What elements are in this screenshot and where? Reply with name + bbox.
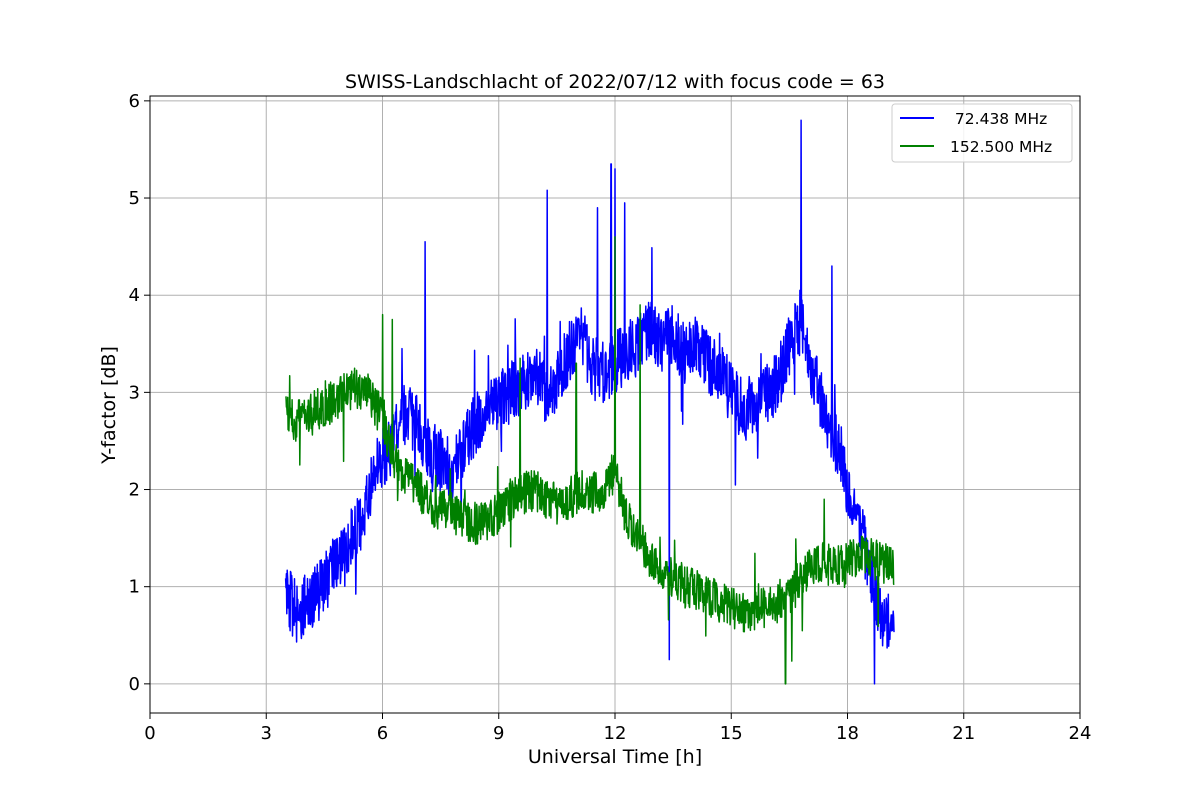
y-axis-label: Y-factor [dB] [98,346,120,465]
x-tick-label: 12 [604,723,627,744]
legend-label-72mhz: 72.438 MHz [950,110,1047,128]
x-tick-label: 6 [377,723,388,744]
y-tick-label: 2 [129,480,140,501]
chart-title: SWISS-Landschlacht of 2022/07/12 with fo… [345,71,885,93]
y-tick-label: 6 [129,91,140,112]
x-tick-label: 24 [1069,723,1092,744]
y-tick-label: 3 [129,382,140,403]
legend-label-152mhz: 152.500 MHz [950,138,1052,156]
legend: 72.438 MHz 152.500 MHz [891,103,1073,163]
y-tick-label: 5 [129,188,140,209]
x-tick-label: 18 [836,723,859,744]
x-tick-label: 9 [493,723,504,744]
y-tick-label: 0 [129,674,140,695]
x-axis-ticks: 0 3 6 9 12 15 18 21 24 [144,713,1091,744]
x-tick-label: 0 [144,723,155,744]
x-tick-label: 15 [720,723,743,744]
x-tick-label: 3 [261,723,272,744]
y-tick-label: 4 [129,285,140,306]
trace-152mhz [284,236,895,685]
legend-box [891,103,1073,163]
x-tick-label: 21 [952,723,975,744]
y-axis-ticks: 0 1 2 3 4 5 6 [129,91,150,695]
x-axis-label: Universal Time [h] [528,746,702,768]
y-tick-label: 1 [129,577,140,598]
plot-area [284,119,895,685]
